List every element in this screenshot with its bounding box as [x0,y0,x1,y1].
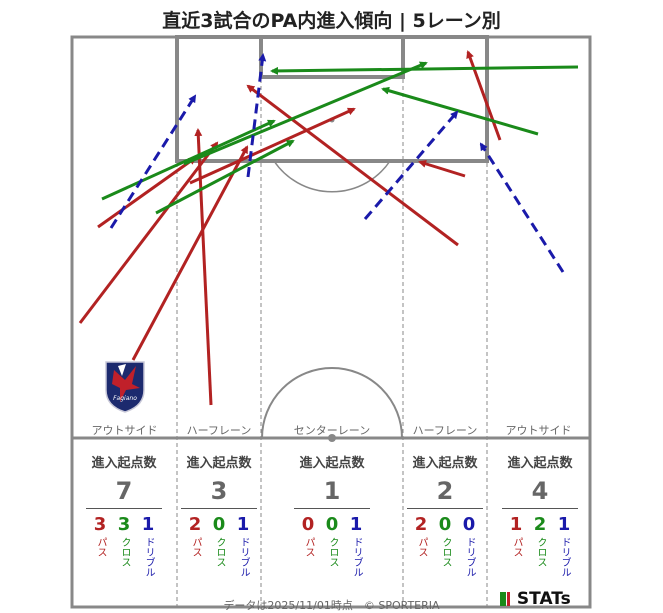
lane-label-halfspace-right: ハーフレーン [412,424,478,437]
page-title: 直近3試合のPA内進入傾向 | 5レーン別 [162,10,501,32]
lane-label-outside-left: アウトサイド [91,424,158,437]
lane-stats-center: 進入起点数 1 0 パス 0 クロス 1 ドリブル [294,452,370,577]
stat-total: 1 [294,477,370,509]
lane-label-outside-right: アウトサイド [505,424,572,437]
dribble-count: 1 [349,514,363,535]
stat-total: 4 [502,477,578,509]
pass-label: パス [95,537,106,557]
cross-label: クロス [214,537,225,567]
dribble-count: 1 [141,514,155,535]
dribble-arrow [109,94,197,229]
brand-mark-icon [507,592,510,606]
dribble-label: ドリブル [351,537,362,577]
lane-label-center: センターレーン [293,424,371,437]
svg-text:Fagiano: Fagiano [113,395,137,402]
pass-label: パス [190,537,201,557]
pass-label: パス [511,537,522,557]
stat-header: 進入起点数 [299,456,365,471]
pass-count: 2 [414,514,428,535]
stat-header: 進入起点数 [507,456,573,471]
club-logo: Fagiano [105,361,145,413]
dribble-label: ドリブル [238,537,249,577]
lane-label-halfspace-left: ハーフレーン [186,424,252,437]
cross-arrow [101,119,276,201]
stat-header: 進入起点数 [186,456,252,471]
lane-stats-outside-right: 進入起点数 4 1 パス 2 クロス 1 ドリブル [502,452,578,577]
brand-text: STATs [516,589,571,609]
stat-total: 7 [86,477,162,509]
pass-count: 2 [188,514,202,535]
pass-label: パス [303,537,314,557]
pass-arrow [194,128,213,406]
pass-arrow [246,84,459,247]
dribble-label: ドリブル [143,537,154,577]
pass-count: 0 [301,514,315,535]
cross-arrow [155,139,295,215]
cross-label: クロス [535,537,546,567]
cross-arrow [381,86,539,136]
dribble-arrow [246,53,267,178]
pass-arrows [78,50,502,406]
dribble-label: ドリブル [559,537,570,577]
pass-arrow [466,50,502,141]
stat-header: 進入起点数 [91,456,157,471]
cross-count: 0 [212,514,226,535]
lane-stats-outside-left: 進入起点数 7 3 パス 3 クロス 1 ドリブル [86,452,162,577]
stat-header: 進入起点数 [412,456,478,471]
cross-arrow [270,65,579,75]
footer-note: データは2025/11/01時点 © SPORTERIA [223,599,440,612]
lane-stats-halfspace-right: 進入起点数 2 2 パス 0 クロス 0 ドリブル [407,452,483,577]
pass-arrow [78,141,219,324]
penalty-arc [273,160,391,193]
pass-count: 1 [509,514,523,535]
center-spot [328,434,336,442]
brand-mark-icon [500,592,506,606]
stat-total: 2 [407,477,483,509]
cross-label: クロス [327,537,338,567]
pass-count: 3 [93,514,107,535]
cross-arrow [183,61,428,166]
dribble-count: 1 [236,514,250,535]
brand-logo: STATs [500,589,571,609]
pass-arrow [131,145,249,361]
dribble-count: 1 [557,514,571,535]
pass-arrow [418,159,466,178]
dribble-label: ドリブル [464,537,475,577]
cross-count: 3 [117,514,131,535]
cross-arrows [101,61,579,215]
cross-count: 0 [438,514,452,535]
lane-stats-halfspace-left: 進入起点数 3 2 パス 0 クロス 1 ドリブル [181,452,257,577]
dribble-count: 0 [462,514,476,535]
pass-arrow [189,107,356,185]
cross-count: 2 [533,514,547,535]
cross-label: クロス [440,537,451,567]
dribble-arrows [109,53,565,273]
stat-total: 3 [181,477,257,509]
center-circle [261,367,403,439]
dribble-arrow [363,110,459,220]
cross-count: 0 [325,514,339,535]
pass-arrow [97,156,197,229]
cross-label: クロス [119,537,130,567]
pass-label: パス [416,537,427,557]
dribble-arrow [479,142,565,273]
